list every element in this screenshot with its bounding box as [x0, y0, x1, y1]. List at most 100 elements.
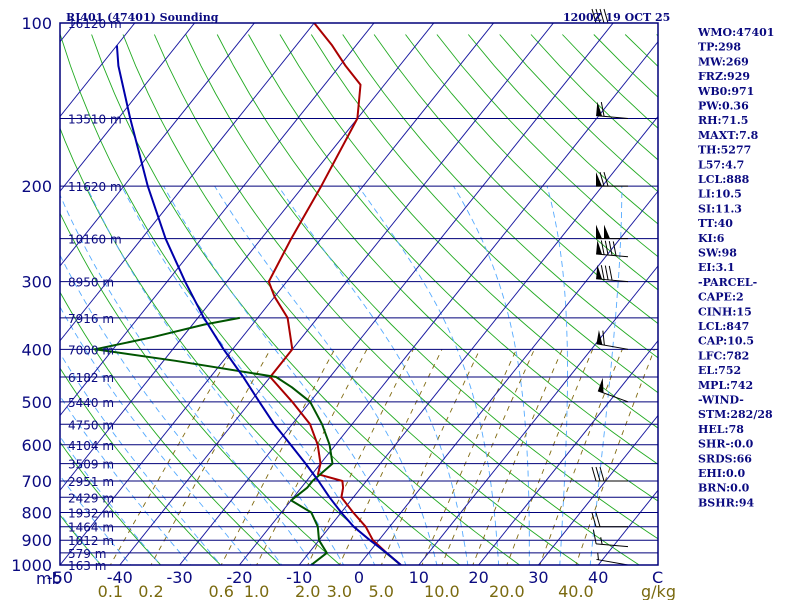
- index-entry: SHR-:0.0: [698, 438, 754, 451]
- index-entry: PW:0.36: [698, 100, 749, 113]
- temperature-tick-labels: -50 -40 -30 -20 -10 0 10 20 30 40: [47, 568, 608, 587]
- temperature-tick-label: -40: [107, 568, 133, 587]
- moist-adiabat-line: [214, 185, 438, 565]
- pressure-tick-label: 800: [21, 503, 52, 522]
- moist-adiabat-line: [277, 185, 469, 565]
- dry-adiabat-line: [60, 291, 281, 565]
- dry-adiabat-line: [373, 34, 658, 325]
- temp-end-label: C: [652, 568, 663, 587]
- index-entry: -PARCEL-: [698, 276, 757, 289]
- height-label: 10160 m: [68, 233, 122, 247]
- height-label: 6182 m: [68, 371, 114, 385]
- mixing-ratio-line: [220, 349, 335, 565]
- wind-barb: [596, 101, 629, 119]
- isotherm-line: [538, 414, 658, 565]
- index-entry: L57:4.7: [698, 158, 744, 171]
- moist-adiabat-line: [60, 474, 132, 565]
- temperature-tick-label: 30: [528, 568, 548, 587]
- temperature-line: [267, 23, 402, 565]
- pressure-tick-label: 700: [21, 472, 52, 491]
- height-label: 2429 m: [68, 491, 114, 505]
- height-label: 2951 m: [68, 475, 114, 489]
- height-label: 5440 m: [68, 396, 114, 410]
- index-entry: CAPE:2: [698, 291, 744, 304]
- wind-barb: [596, 552, 629, 566]
- isotherm-line: [60, 23, 195, 193]
- mixing-ratio-tick-label: 10.0: [424, 582, 460, 600]
- dry-adiabat-line: [60, 514, 102, 565]
- wind-barb: [596, 224, 628, 240]
- isotherm-line: [60, 23, 255, 267]
- temperature-tick-label: 10: [409, 568, 429, 587]
- isotherm-line: [60, 23, 315, 342]
- index-entry: RH:71.5: [698, 114, 748, 127]
- temperature-tick-label: -30: [167, 568, 193, 587]
- dry-adiabat-line: [436, 34, 658, 258]
- dry-adiabat-line: [60, 441, 162, 565]
- index-entry: LFC:782: [698, 349, 749, 362]
- pressure-tick-label: 400: [21, 340, 52, 359]
- pressure-tick-label: 300: [21, 273, 52, 292]
- index-entry: BSHR:94: [698, 496, 754, 509]
- index-entry: EHI:0.0: [698, 467, 745, 480]
- mixing-ratio-line: [575, 349, 655, 565]
- height-label: 4104 m: [68, 439, 114, 453]
- pressure-tick-label: 600: [21, 436, 52, 455]
- index-entry: HEL:78: [698, 423, 744, 436]
- isotherm-line: [60, 23, 136, 118]
- wind-barb: [596, 264, 629, 283]
- temperature-tick-label: -50: [47, 568, 73, 587]
- dry-adiabat-line: [405, 34, 658, 291]
- dry-adiabat-line: [248, 34, 658, 465]
- plot-frame: [59, 22, 659, 566]
- pressure-tick-label: 200: [21, 177, 52, 196]
- index-entry: EL:752: [698, 364, 741, 377]
- mixing-ratio-line: [109, 349, 234, 565]
- mixing-ratio-tick-label: 2.0: [295, 582, 320, 600]
- height-label: 1012 m: [68, 534, 114, 548]
- moist-adiabats: [60, 185, 623, 565]
- index-entry: LCL:888: [698, 173, 750, 186]
- mixing-ratio-line: [472, 349, 563, 565]
- height-label: 7000 m: [68, 343, 114, 357]
- height-label: 13510 m: [68, 112, 122, 126]
- temperature-tick-label: 0: [354, 568, 364, 587]
- height-label: 579 m: [68, 547, 106, 561]
- index-entry: MPL:742: [698, 379, 753, 392]
- moist-adiabat-line: [60, 395, 192, 565]
- height-label: 1464 m: [68, 521, 114, 535]
- isotherm-line: [60, 23, 435, 492]
- isotherm-line: [418, 265, 658, 565]
- dewpoint-line: [94, 316, 334, 565]
- height-label: 8950 m: [68, 276, 114, 290]
- temperature-tick-label: -20: [226, 568, 252, 587]
- dry-adiabat-line: [279, 34, 658, 429]
- index-entry: FRZ:929: [698, 70, 750, 83]
- isotherm-line: [358, 190, 658, 565]
- moist-adiabat-line: [60, 193, 314, 565]
- mixing-unit-label: g/kg: [641, 582, 676, 600]
- mixing-ratio-lines: [109, 349, 655, 565]
- height-label: 4750 m: [68, 418, 114, 432]
- isotherm-line: [298, 115, 658, 565]
- index-entry: SW:98: [698, 247, 737, 260]
- index-entry: SRDS:66: [698, 452, 752, 465]
- pressure-tick-labels: 100 200 300 400 500 600 700 800 900 1000: [11, 14, 52, 575]
- height-label: 163 m: [68, 559, 106, 573]
- mixing-ratio-line: [421, 349, 517, 565]
- wind-barb: [592, 529, 629, 548]
- sounding-series: [94, 23, 402, 565]
- parcel-line: [115, 45, 402, 565]
- dry-adiabat-line: [153, 34, 641, 565]
- dry-adiabat-line: [342, 34, 658, 359]
- isotherm-line: [60, 23, 375, 417]
- wind-barb: [597, 377, 629, 403]
- wind-barb: [596, 329, 629, 350]
- dry-adiabat-line: [122, 34, 581, 565]
- height-label: 1932 m: [68, 506, 114, 520]
- mixing-ratio-tick-label: 20.0: [489, 582, 525, 600]
- index-entry: SI:11.3: [698, 202, 742, 215]
- dry-adiabat-line: [60, 34, 461, 565]
- time-label: 1200Z 19 OCT 25: [563, 11, 670, 24]
